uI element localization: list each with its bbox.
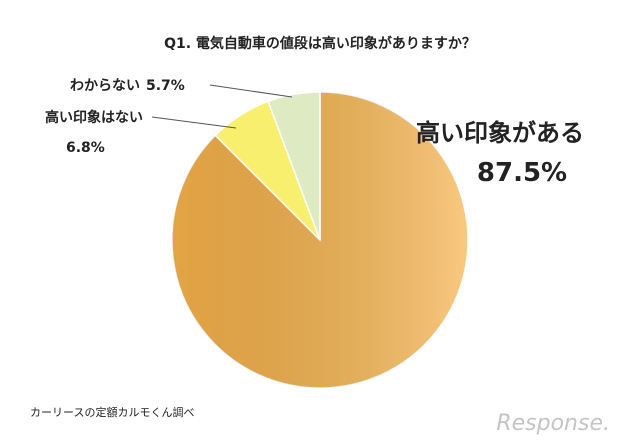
watermark: Response. — [496, 411, 610, 436]
pie-slice — [267, 91, 321, 241]
value-label: 87.5% — [477, 158, 567, 188]
category-label: わからない — [70, 78, 140, 94]
leader-line — [209, 84, 293, 98]
slice-label: わからない 5.7% — [70, 78, 185, 94]
category-label: 高い印象はない — [45, 109, 143, 126]
source: カーリースの定額カルモくん調べ — [30, 405, 194, 419]
category-label: 高い印象がある — [416, 119, 584, 147]
value-label: 6.8% — [66, 140, 105, 156]
pie — [171, 91, 469, 389]
leader-line — [151, 116, 237, 129]
value-label: 5.7% — [146, 78, 185, 94]
chart-title: Q1. 電気自動車の値段は高い印象がありますか？ — [164, 35, 476, 52]
